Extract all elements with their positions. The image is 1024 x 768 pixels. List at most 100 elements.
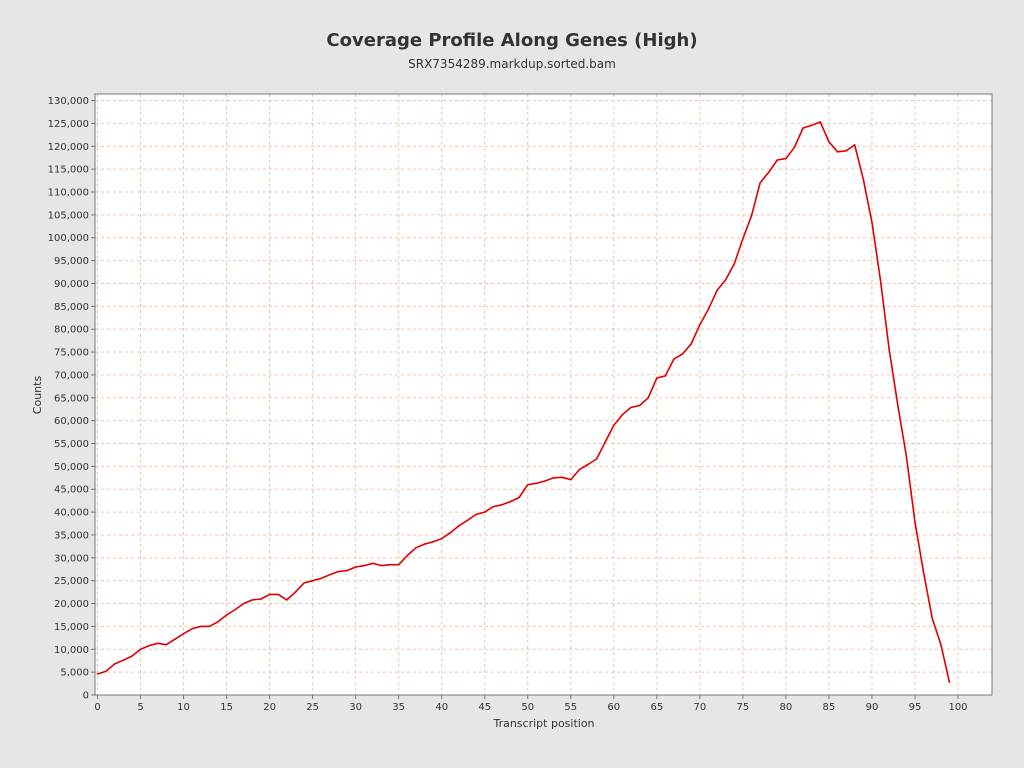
data-point <box>191 627 193 630</box>
data-point <box>613 424 615 427</box>
x-tick-label: 85 <box>823 702 836 713</box>
data-point <box>630 406 632 409</box>
data-point <box>440 537 443 540</box>
data-point <box>776 159 779 161</box>
data-point <box>888 349 890 351</box>
data-point <box>699 323 701 326</box>
data-point <box>294 591 297 593</box>
y-tick-label: 105,000 <box>48 210 89 221</box>
data-point <box>828 140 830 143</box>
data-point <box>509 500 512 503</box>
data-point <box>311 579 314 582</box>
x-tick-label: 0 <box>94 702 100 713</box>
data-point <box>552 477 555 479</box>
chart-subtitle: SRX7354289.markdup.sorted.bam <box>408 57 616 71</box>
data-point <box>587 463 589 466</box>
data-point <box>466 519 469 522</box>
data-point <box>200 625 202 628</box>
data-point <box>234 608 236 611</box>
x-tick-label: 55 <box>564 702 577 713</box>
x-tick-label: 75 <box>737 702 750 713</box>
data-point <box>518 496 520 499</box>
data-point <box>724 279 727 281</box>
x-tick-label: 60 <box>607 702 620 713</box>
data-point <box>458 525 460 527</box>
data-point <box>819 121 822 123</box>
y-tick-label: 65,000 <box>54 393 89 404</box>
data-point <box>673 358 675 360</box>
data-point <box>793 146 796 148</box>
y-tick-label: 60,000 <box>54 416 89 427</box>
y-tick-label: 40,000 <box>54 508 89 519</box>
data-point <box>483 511 486 513</box>
y-tick-label: 20,000 <box>54 599 89 610</box>
data-point <box>380 564 383 567</box>
data-point <box>561 476 563 479</box>
data-point <box>836 151 839 153</box>
axes: 0 5 10 15 20 25 30 35 40 45 50 55 60 65 70 75 80 85 90 95 10… <box>48 96 968 713</box>
data-point <box>948 681 951 683</box>
data-point <box>940 643 942 645</box>
data-point <box>156 642 159 645</box>
data-point <box>165 643 168 646</box>
data-point <box>397 563 400 566</box>
x-tick-label: 35 <box>392 702 405 713</box>
data-point <box>810 124 813 126</box>
x-tick-label: 5 <box>137 702 143 713</box>
data-point <box>122 659 125 661</box>
data-point <box>96 673 99 675</box>
data-point <box>871 221 873 224</box>
data-point <box>208 625 211 628</box>
y-axis-label: Counts <box>31 376 44 415</box>
data-point <box>742 237 744 240</box>
data-point <box>449 531 452 534</box>
data-point <box>535 482 538 485</box>
y-tick-label: 70,000 <box>54 370 89 381</box>
x-axis-label: Transcript position <box>492 717 594 730</box>
y-tick-label: 35,000 <box>54 530 89 541</box>
data-point <box>604 441 606 443</box>
data-point <box>544 480 546 482</box>
y-tick-label: 5,000 <box>60 668 89 679</box>
x-tick-label: 40 <box>435 702 448 713</box>
y-tick-label: 115,000 <box>48 165 89 176</box>
data-point <box>346 569 348 572</box>
y-tick-label: 130,000 <box>48 96 89 107</box>
data-point <box>432 541 434 543</box>
x-tick-label: 100 <box>948 702 967 713</box>
x-tick-label: 45 <box>478 702 491 713</box>
data-point <box>905 455 908 458</box>
data-point <box>105 670 107 672</box>
data-point <box>879 280 882 283</box>
data-point <box>897 404 899 406</box>
plot-background <box>95 94 992 695</box>
data-point <box>320 577 323 580</box>
data-point <box>329 573 331 576</box>
data-point <box>595 458 598 460</box>
data-point <box>845 150 847 152</box>
data-point <box>716 289 718 292</box>
data-point <box>707 308 710 310</box>
x-tick-label: 30 <box>349 702 362 713</box>
data-point <box>922 571 925 574</box>
data-point <box>148 644 150 647</box>
data-point <box>853 144 856 146</box>
y-tick-label: 85,000 <box>54 302 89 313</box>
y-tick-label: 75,000 <box>54 348 89 359</box>
data-point <box>767 171 770 174</box>
data-point <box>174 638 176 640</box>
data-point <box>862 178 865 180</box>
x-tick-label: 15 <box>220 702 233 713</box>
data-point <box>785 157 787 160</box>
data-point <box>182 632 185 635</box>
data-point <box>225 614 228 616</box>
y-tick-label: 55,000 <box>54 439 89 450</box>
x-tick-label: 65 <box>650 702 663 713</box>
data-point <box>251 599 254 601</box>
y-tick-label: 100,000 <box>48 233 89 244</box>
data-point <box>277 593 280 596</box>
data-point <box>492 505 495 508</box>
x-tick-label: 70 <box>693 702 706 713</box>
y-tick-label: 95,000 <box>54 256 89 267</box>
